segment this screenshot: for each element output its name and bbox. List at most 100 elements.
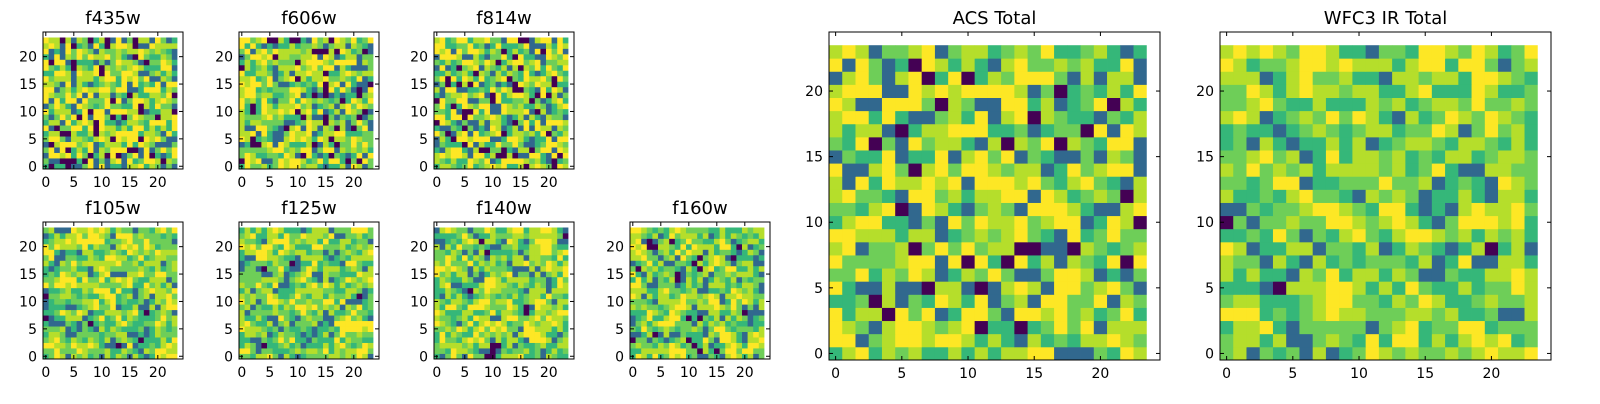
heatmap-cell [1014,268,1028,282]
heatmap-cell [468,70,474,76]
heatmap-cell [65,227,71,233]
heatmap-cell [54,282,60,288]
heatmap-cell [895,98,909,112]
heatmap-cell [647,271,653,277]
heatmap-cell [546,227,552,233]
heatmap-cell [312,76,318,82]
heatmap-cell [88,147,94,153]
heatmap-cell [172,109,178,115]
heatmap-cell [362,255,368,261]
heatmap-cell [1134,45,1148,59]
heatmap-cell [239,125,245,131]
heatmap-cell [975,124,989,138]
heatmap-cell [239,227,245,233]
heatmap-cell [908,347,922,361]
heatmap-cell [71,227,77,233]
heatmap-cell [357,260,363,266]
heatmap-cell [261,326,267,332]
heatmap-cell [1014,98,1028,112]
heatmap-cell [484,65,490,71]
heatmap-cell [88,244,94,250]
heatmap-cell [345,348,351,354]
heatmap-cell [692,310,698,316]
heatmap-cell [479,337,485,343]
heatmap-cell [77,136,83,142]
heatmap-cell [451,81,457,87]
heatmap-cell [1525,321,1539,335]
heatmap-cell [267,255,273,261]
heatmap-cell [451,343,457,349]
heatmap-cell [239,260,245,266]
heatmap-cell [1134,58,1148,72]
heatmap-cell [289,244,295,250]
heatmap-cell [1511,308,1525,322]
heatmap-cell [267,114,273,120]
heatmap-cell [357,114,363,120]
heatmap-cell [345,54,351,60]
heatmap-cell [49,158,55,164]
heatmap-cell [105,271,111,277]
heatmap-cell [105,54,111,60]
heatmap-cell [462,158,468,164]
heatmap-cell [340,321,346,327]
heatmap-cell [697,337,703,343]
heatmap-cell [507,315,513,321]
heatmap-cell [697,249,703,255]
heatmap-cell [479,153,485,159]
heatmap-cell [829,268,843,282]
heatmap-cell [456,153,462,159]
heatmap-cell [127,87,133,93]
heatmap-cell [714,238,720,244]
heatmap-cell [88,227,94,233]
heatmap-cell [166,233,172,239]
heatmap-cell [1485,321,1499,335]
heatmap-cell [552,125,558,131]
heatmap-cell [301,238,307,244]
heatmap-cell [166,277,172,283]
heatmap-cell [256,288,262,294]
heatmap-cell [71,299,77,305]
heatmap-cell [652,227,658,233]
heatmap-cell [680,293,686,299]
heatmap-cell [239,310,245,316]
heatmap-cell [451,326,457,332]
heatmap-cell [451,98,457,104]
heatmap-cell [362,76,368,82]
heatmap-cell [351,332,357,338]
heatmap-cell [669,249,675,255]
heatmap-cell [161,70,167,76]
heatmap-cell [675,255,681,261]
heatmap-cell [731,299,737,305]
heatmap-cell [1366,308,1380,322]
heatmap-cell [284,304,290,310]
heatmap-cell [295,158,301,164]
heatmap-cell [267,81,273,87]
heatmap-cell [720,332,726,338]
heatmap-cell [882,255,896,269]
heatmap-cell [563,109,569,115]
heatmap-cell [518,54,524,60]
heatmap-cell [1014,203,1028,217]
heatmap-cell [434,321,440,327]
heatmap-cell [524,81,530,87]
heatmap-cell [289,70,295,76]
heatmap-cell [65,348,71,354]
heatmap-cell [720,282,726,288]
heatmap-cell [345,238,351,244]
heatmap-cell [323,70,329,76]
heatmap-cell [172,326,178,332]
heatmap-cell [261,227,267,233]
heatmap-cell [1067,321,1081,335]
heatmap-cell [278,348,284,354]
heatmap-cell [149,54,155,60]
heatmap-cell [93,54,99,60]
heatmap-cell [65,98,71,104]
heatmap-cell [1134,111,1148,125]
heatmap-cell [652,266,658,272]
heatmap-cell [557,332,563,338]
heatmap-cell [546,76,552,82]
heatmap-cell [484,37,490,43]
heatmap-cell [501,238,507,244]
heatmap-cell [552,37,558,43]
x-tick-label: 0 [432,365,441,381]
